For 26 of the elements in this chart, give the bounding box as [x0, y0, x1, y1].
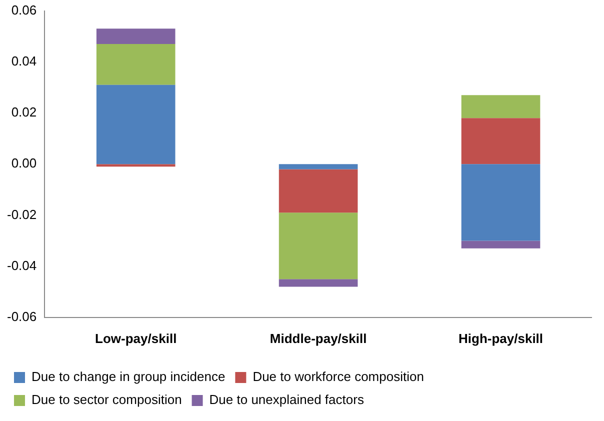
y-tick-label: -0.04: [6, 258, 37, 273]
bar: [278, 169, 358, 213]
bar: [461, 118, 540, 164]
bar: [96, 28, 176, 44]
y-tick-label: 0.00: [11, 156, 37, 171]
bar: [278, 212, 358, 280]
y-tick-label: -0.06: [6, 308, 37, 324]
x-tick-label: Middle-pay/skill: [270, 330, 367, 346]
legend-label: Due to workforce composition: [252, 369, 424, 384]
legend-label: Due to sector composition: [32, 392, 182, 408]
bar: [461, 95, 540, 118]
bar: [96, 84, 176, 164]
legend-label: Due to unexplained factors: [209, 392, 364, 408]
x-tick-label: High-pay/skill: [458, 330, 544, 346]
bar: [278, 164, 358, 170]
y-tick-label: -0.02: [6, 206, 37, 222]
legend-label: Due to change in group incidence: [32, 369, 226, 384]
bar: [461, 164, 540, 241]
bar: [461, 240, 540, 248]
x-tick-label: Low-pay/skill: [95, 330, 177, 346]
y-tick-label: 0.06: [11, 2, 37, 18]
bar: [278, 279, 358, 287]
bar: [96, 44, 176, 85]
bar: [96, 164, 176, 167]
y-tick-label: 0.04: [11, 53, 37, 68]
y-tick-label: 0.02: [11, 104, 37, 120]
